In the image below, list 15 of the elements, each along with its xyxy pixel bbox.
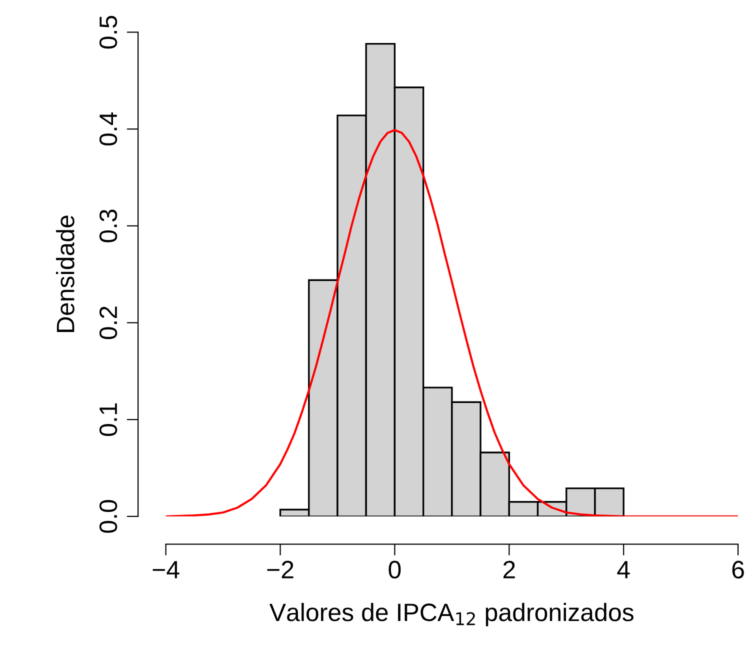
y-axis-title: Densidade <box>56 216 74 332</box>
y-tick-label: 0.0 <box>99 500 118 533</box>
x-tick-label: −2 <box>267 560 294 578</box>
x-tick-label: 2 <box>503 560 515 578</box>
y-tick-label: 0.4 <box>99 112 118 146</box>
y-tick-label: 0.5 <box>99 16 118 49</box>
y-tick-label: 0.3 <box>99 210 118 242</box>
y-tick-label: 0.2 <box>99 306 118 340</box>
x-tick-label: 4 <box>617 561 630 578</box>
line-series <box>166 128 738 516</box>
x-axis-title: Valores de IPCA$_{12}$ padronizados <box>269 602 634 626</box>
y-tick-label: 0.1 <box>99 403 118 436</box>
x-tick-label: −4 <box>152 561 180 578</box>
x-tick-label: 0 <box>388 560 401 579</box>
x-tick-label: 6 <box>732 560 744 579</box>
